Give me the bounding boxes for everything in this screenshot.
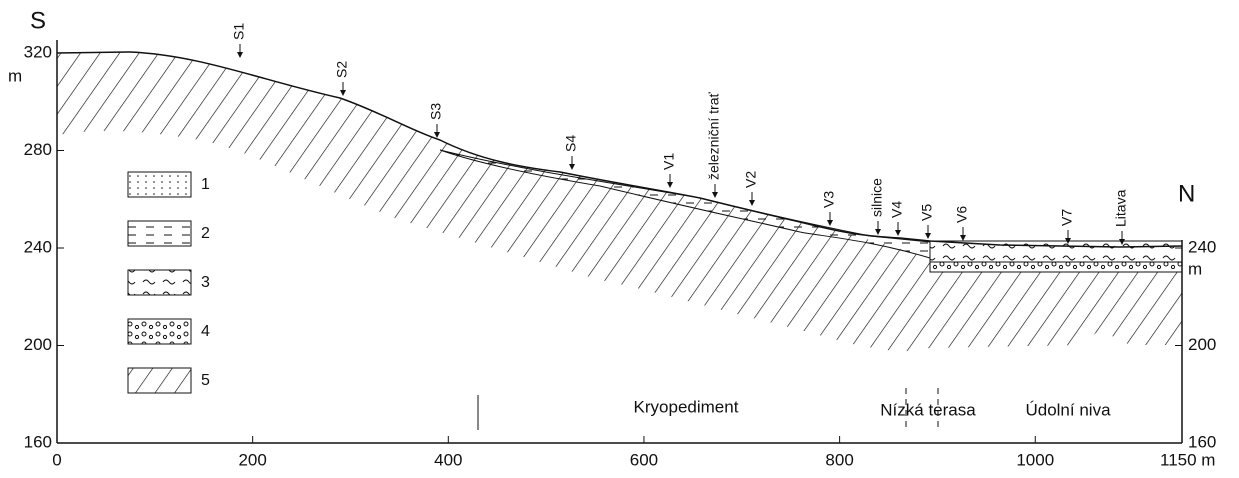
marker-label: S2 — [334, 61, 350, 78]
marker-label: S1 — [231, 23, 247, 40]
x-tick-label: 200 — [238, 450, 266, 469]
y-tick-label: 160 — [1188, 432, 1216, 451]
marker-label: V2 — [743, 171, 759, 188]
axis-unit: m — [1188, 259, 1202, 278]
marker-label: V4 — [889, 201, 905, 218]
y-tick-label: 240 — [24, 237, 52, 256]
x-tick-label: 1150 m — [1160, 450, 1215, 469]
bedrock — [57, 52, 1182, 352]
legend-label: 5 — [201, 372, 210, 389]
legend-label: 4 — [201, 323, 210, 340]
x-tick-label: 600 — [630, 450, 658, 469]
marker-arrowhead — [875, 229, 881, 235]
zone-label: Údolní niva — [1025, 400, 1111, 419]
marker-arrowhead — [434, 132, 440, 138]
marker-label: železniční trať — [706, 92, 722, 180]
side-label: S — [30, 7, 46, 34]
marker-label: S3 — [428, 103, 444, 120]
legend-swatch — [127, 367, 192, 394]
zone-label: Kryopediment — [634, 397, 739, 416]
marker-label: S4 — [563, 135, 579, 152]
marker-arrowhead — [1065, 238, 1071, 244]
marker-arrowhead — [667, 182, 673, 188]
marker-label: silnice — [869, 178, 885, 217]
x-tick-label: 1000 — [1016, 450, 1054, 469]
marker-arrowhead — [1119, 239, 1125, 245]
legend-label: 3 — [201, 274, 210, 291]
marker-arrowhead — [340, 90, 346, 96]
legend-swatch — [127, 171, 192, 198]
slope-sediment — [439, 149, 931, 259]
x-tick-label: 400 — [434, 450, 462, 469]
marker-label: V6 — [954, 206, 970, 223]
y-tick-label: 280 — [24, 140, 52, 159]
marker-label: Litava — [1113, 189, 1129, 227]
gravel — [929, 261, 1183, 273]
marker-label: V3 — [821, 191, 837, 208]
legend-swatch — [127, 269, 192, 296]
y-tick-label: 200 — [1188, 335, 1216, 354]
marker-label: V5 — [919, 204, 935, 221]
y-tick-label: 320 — [24, 42, 52, 61]
marker-arrowhead — [827, 220, 833, 226]
marker-arrowhead — [569, 164, 575, 170]
y-tick-label: 160 — [24, 432, 52, 451]
legend-swatch — [127, 318, 192, 345]
marker-label: V1 — [661, 153, 677, 170]
marker-arrowhead — [749, 200, 755, 206]
marker-label: V7 — [1059, 209, 1075, 226]
marker-arrowhead — [712, 192, 718, 198]
surface — [56, 51, 1183, 248]
marker-arrowhead — [925, 233, 931, 239]
floodplain-loam — [929, 240, 1183, 263]
y-tick-label: 200 — [24, 335, 52, 354]
x-tick-label: 0 — [52, 450, 61, 469]
y-tick-label: 240 — [1188, 237, 1216, 256]
marker-arrowhead — [895, 230, 901, 236]
x-tick-label: 800 — [825, 450, 853, 469]
axis-unit: m — [8, 66, 22, 85]
legend-label: 1 — [201, 176, 210, 193]
side-label: N — [1178, 180, 1195, 207]
legend-label: 2 — [201, 225, 210, 242]
zone-label: Nízká terasa — [880, 400, 976, 419]
legend-swatch — [127, 220, 192, 247]
marker-arrowhead — [960, 235, 966, 241]
marker-arrowhead — [237, 52, 243, 58]
